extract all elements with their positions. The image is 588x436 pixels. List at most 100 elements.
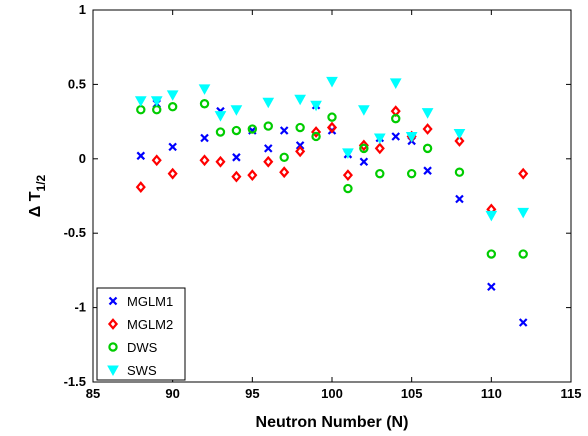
data-point: [198, 84, 211, 95]
data-point: [342, 169, 353, 182]
data-point: [150, 96, 163, 107]
x-tick-label: 105: [401, 386, 423, 401]
data-point: [134, 96, 147, 107]
data-point: [391, 132, 401, 141]
data-point: [215, 155, 226, 168]
legend-marker: [108, 342, 118, 352]
data-point: [200, 133, 209, 143]
data-point: [455, 194, 464, 204]
x-tick-label: 100: [321, 386, 343, 401]
legend-marker: [108, 296, 118, 306]
data-point: [327, 112, 337, 122]
data-point: [247, 169, 258, 182]
data-point: [262, 97, 275, 109]
data-point: [486, 249, 497, 259]
data-point: [454, 167, 465, 177]
data-point: [326, 121, 338, 134]
data-point: [231, 170, 242, 183]
y-tick-label: 1: [79, 2, 86, 17]
data-point: [232, 153, 241, 162]
data-point: [279, 126, 289, 135]
data-point: [295, 122, 305, 133]
data-point: [518, 167, 529, 180]
data-point: [406, 168, 417, 179]
data-point: [487, 282, 496, 292]
data-point: [374, 142, 385, 155]
data-point: [263, 121, 273, 131]
data-point: [375, 168, 385, 179]
x-tick-label: 90: [165, 386, 179, 401]
legend-entry-mglm1: MGLM1: [108, 294, 173, 309]
data-point: [422, 123, 433, 135]
data-point: [231, 125, 242, 136]
y-tick-label: -0.5: [64, 225, 86, 240]
data-point: [343, 183, 353, 194]
series-sws: [134, 76, 530, 222]
legend-entries: MGLM1 MGLM2 DWS SWS: [107, 294, 173, 378]
y-tick-label: -1: [74, 300, 86, 315]
x-tick-label: 115: [561, 386, 582, 401]
data-point: [311, 131, 321, 142]
data-point: [517, 207, 530, 219]
data-point: [421, 108, 434, 119]
data-point: [199, 99, 210, 109]
data-point: [167, 102, 178, 112]
data-point: [326, 76, 338, 88]
y-tick-label: -1.5: [64, 374, 86, 389]
legend-entry-mglm2: MGLM2: [107, 317, 173, 332]
data-point: [295, 141, 305, 150]
data-point: [214, 111, 227, 122]
legend-label: DWS: [127, 340, 158, 355]
data-point: [422, 143, 433, 154]
y-tick-label: 0: [79, 151, 86, 166]
data-point: [342, 148, 354, 159]
x-tick-label: 110: [481, 386, 502, 401]
data-point: [311, 126, 322, 138]
data-point: [518, 249, 528, 259]
data-point: [454, 135, 465, 147]
series-dws: [136, 99, 528, 259]
data-point: [359, 143, 369, 154]
y-axis-label-subscript: 1/2: [34, 174, 48, 191]
y-axis-label-main: Δ T: [27, 191, 44, 217]
data-point: [247, 124, 258, 134]
x-axis-label: Neutron Number (N): [256, 414, 409, 431]
data-point: [358, 105, 370, 116]
data-point: [215, 127, 226, 137]
data-point: [359, 157, 369, 167]
data-point: [135, 181, 146, 193]
data-point: [423, 166, 432, 175]
y-axis-label: Δ T1/2: [27, 174, 48, 217]
data-point: [358, 139, 369, 152]
data-point: [485, 210, 498, 222]
legend-entry-dws: DWS: [108, 340, 158, 355]
legend-marker: [107, 318, 119, 330]
data-point: [168, 142, 177, 152]
data-point: [167, 167, 178, 180]
data-point: [151, 154, 162, 167]
y-tick-label: 0.5: [68, 76, 86, 91]
data-point: [405, 131, 418, 143]
legend: MGLM1 MGLM2 DWS SWS: [96, 287, 186, 381]
legend-label: SWS: [127, 363, 157, 378]
data-point: [391, 113, 401, 124]
legend-entry-sws: SWS: [107, 363, 157, 378]
data-point: [453, 129, 466, 140]
data-points: [134, 76, 530, 327]
data-point: [166, 90, 179, 101]
data-point: [263, 155, 274, 168]
legend-label: MGLM1: [127, 294, 173, 309]
x-tick-label: 95: [245, 386, 259, 401]
data-point: [518, 318, 528, 327]
axis-ticks: 85 90 95 100 105 110 115 -1.5 -1 -0.5 0 0.5 1: [64, 2, 582, 401]
data-point: [230, 105, 243, 116]
data-point: [295, 145, 306, 158]
x-tick-label: 85: [86, 386, 100, 401]
data-point: [263, 144, 273, 153]
data-point: [279, 152, 289, 163]
data-point: [199, 154, 210, 167]
legend-label: MGLM2: [127, 317, 173, 332]
data-point: [389, 78, 402, 89]
data-point: [373, 133, 386, 144]
